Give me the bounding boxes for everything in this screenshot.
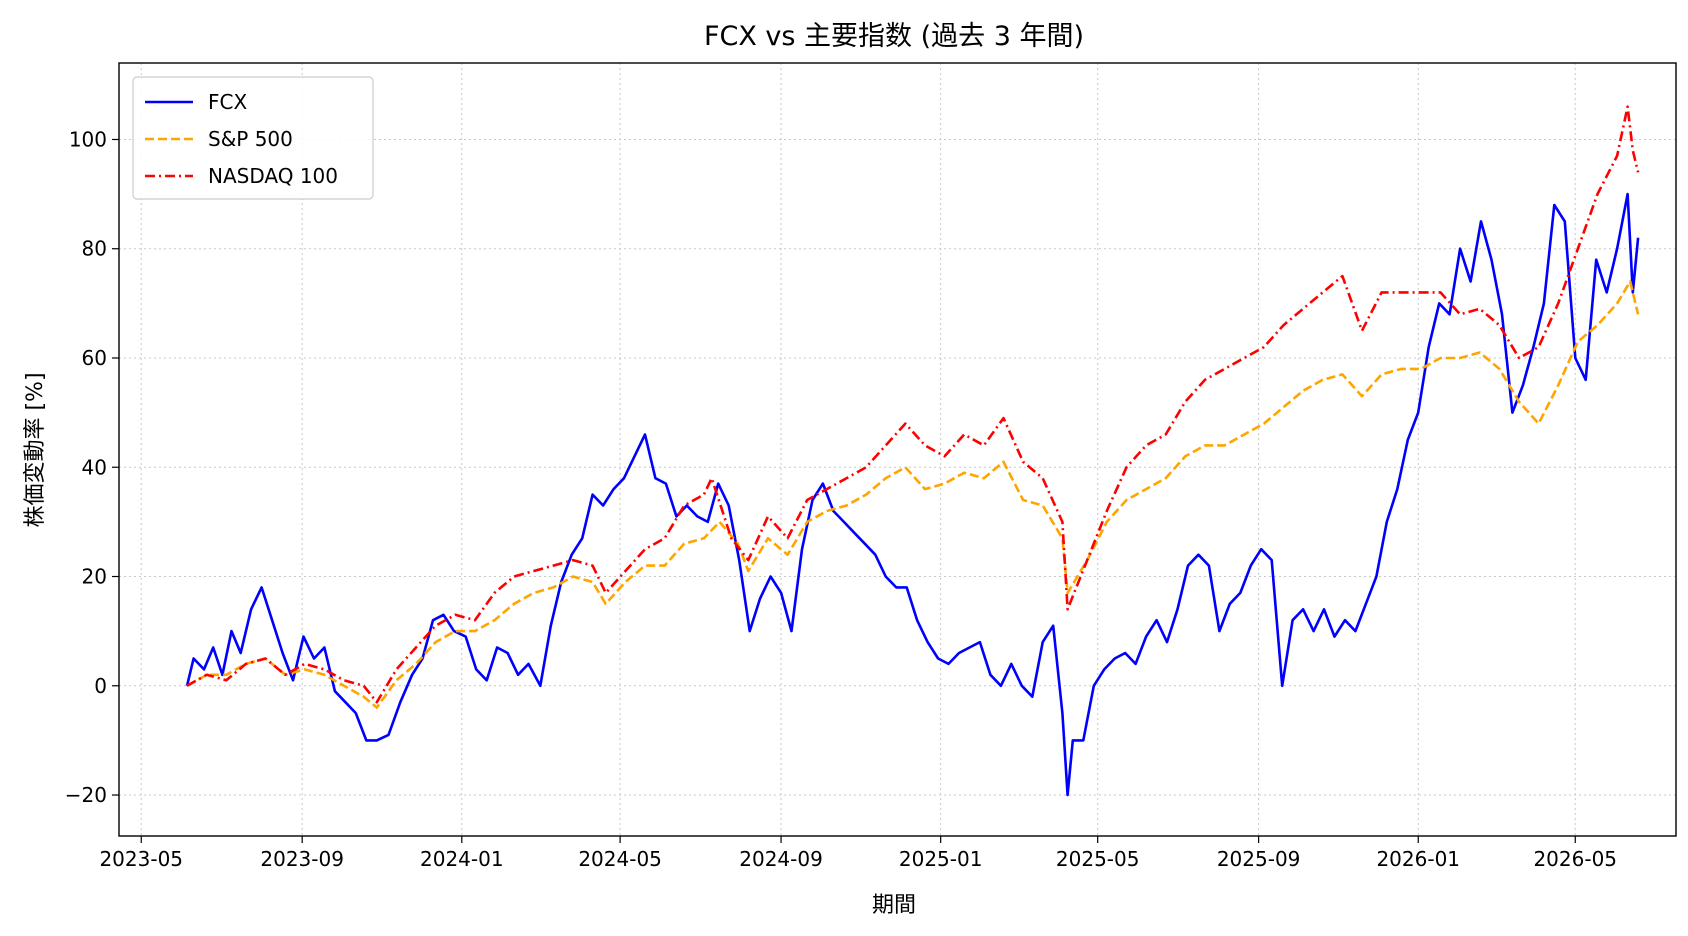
legend-label: S&P 500 bbox=[208, 127, 293, 151]
x-tick-label: 2024-05 bbox=[578, 847, 662, 871]
legend: FCX S&P 500 NASDAQ 100 bbox=[132, 76, 374, 200]
grid bbox=[119, 63, 1676, 836]
series-line-fcx bbox=[185, 192, 1640, 797]
x-tick-label: 2023-05 bbox=[99, 847, 183, 871]
x-tick-label: 2026-01 bbox=[1376, 847, 1460, 871]
chart-title: FCX vs 主要指数 (過去 3 年間) bbox=[704, 21, 1084, 52]
y-tick-label: 60 bbox=[82, 346, 107, 370]
legend-label: FCX bbox=[208, 90, 247, 114]
x-tick-label: 2025-09 bbox=[1217, 847, 1301, 871]
y-tick-label: 100 bbox=[69, 127, 107, 151]
plot-frame bbox=[118, 62, 1677, 837]
x-tick-label: 2026-05 bbox=[1533, 847, 1617, 871]
y-tick-label: 80 bbox=[82, 237, 107, 261]
y-tick-label: −20 bbox=[65, 783, 107, 807]
y-axis-label: 株価変動率 [%] bbox=[23, 372, 48, 527]
axis-ticks: 2023-05 2023-09 2024-01 2024-05 2024-09 2025-… bbox=[65, 127, 1617, 871]
x-tick-label: 2023-09 bbox=[260, 847, 344, 871]
y-tick-label: 40 bbox=[82, 455, 107, 479]
y-tick-label: 0 bbox=[94, 674, 107, 698]
series-line-nasdaq-100 bbox=[186, 105, 1640, 704]
legend-box bbox=[132, 76, 374, 200]
legend-label: NASDAQ 100 bbox=[208, 164, 338, 188]
series-line-s-p-500 bbox=[186, 280, 1640, 709]
x-axis-label: 期間 bbox=[872, 893, 916, 918]
y-tick-label: 20 bbox=[82, 565, 107, 589]
x-tick-label: 2025-05 bbox=[1056, 847, 1140, 871]
x-tick-label: 2024-09 bbox=[739, 847, 823, 871]
x-tick-label: 2024-01 bbox=[420, 847, 504, 871]
series-lines bbox=[185, 105, 1640, 797]
x-tick-label: 2025-01 bbox=[899, 847, 983, 871]
